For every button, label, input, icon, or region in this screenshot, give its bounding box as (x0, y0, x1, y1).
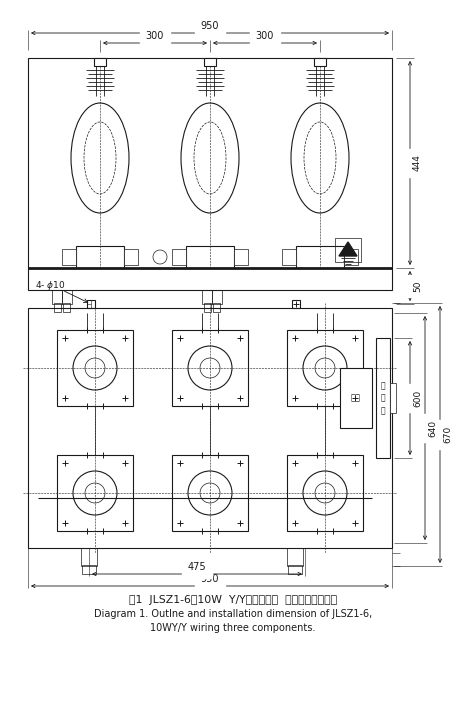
Bar (76, 246, 124, 268)
Ellipse shape (181, 103, 239, 213)
Bar (234, 249, 248, 265)
Circle shape (303, 471, 347, 515)
Bar (81, 548, 97, 566)
Bar (390, 383, 396, 413)
Text: 铭牌: 铭牌 (351, 394, 361, 403)
Bar (28, 308, 392, 548)
Circle shape (200, 483, 220, 503)
Circle shape (315, 483, 335, 503)
Bar (124, 249, 138, 265)
Bar (186, 246, 234, 268)
Bar (340, 368, 372, 428)
Text: 接
线
盒: 接 线 盒 (381, 381, 385, 415)
Text: 600: 600 (413, 389, 422, 406)
Bar (57, 330, 133, 406)
Bar (204, 303, 211, 312)
Bar (28, 58, 392, 290)
Bar (282, 249, 296, 265)
Circle shape (85, 483, 105, 503)
Circle shape (188, 471, 232, 515)
Bar (63, 303, 70, 312)
Bar (213, 303, 220, 312)
Bar (87, 300, 95, 308)
Ellipse shape (304, 122, 336, 194)
Text: 950: 950 (201, 21, 219, 31)
Ellipse shape (84, 122, 116, 194)
Bar (335, 238, 361, 262)
Bar (62, 290, 72, 304)
Polygon shape (339, 242, 357, 256)
Bar (202, 290, 212, 304)
Ellipse shape (194, 122, 226, 194)
Ellipse shape (291, 103, 349, 213)
Text: 4- $\phi$10: 4- $\phi$10 (35, 280, 66, 292)
Text: 475: 475 (188, 562, 206, 572)
Bar (82, 565, 96, 574)
Bar (292, 300, 300, 308)
Bar (172, 249, 186, 265)
Text: 图1  JLSZ1-6、10W  Y/Y接线三元件  外形及安装尺寸图: 图1 JLSZ1-6、10W Y/Y接线三元件 外形及安装尺寸图 (129, 595, 337, 605)
Text: 300: 300 (256, 31, 274, 41)
Bar (94, 58, 106, 66)
Text: 950: 950 (201, 574, 219, 584)
Circle shape (73, 346, 117, 390)
Bar (54, 303, 61, 312)
Bar (204, 58, 216, 66)
Bar (287, 548, 303, 566)
Text: 50: 50 (413, 280, 422, 292)
Bar (344, 249, 358, 265)
Bar (52, 290, 62, 304)
Bar (287, 455, 363, 531)
Text: Diagram 1. Outlne and installation dimension of JLSZ1-6,: Diagram 1. Outlne and installation dimen… (94, 609, 372, 619)
Bar (57, 455, 133, 531)
Circle shape (315, 358, 335, 378)
Ellipse shape (71, 103, 129, 213)
Text: 640: 640 (428, 419, 437, 437)
Text: 300: 300 (146, 31, 164, 41)
Bar (62, 249, 76, 265)
Bar (172, 330, 248, 406)
Bar (212, 290, 222, 304)
Text: 444: 444 (413, 154, 422, 171)
Bar (288, 565, 302, 574)
Circle shape (303, 346, 347, 390)
Bar (296, 246, 344, 268)
Bar (172, 455, 248, 531)
Bar (314, 58, 326, 66)
Text: 670: 670 (443, 426, 452, 443)
Circle shape (188, 346, 232, 390)
Bar (376, 338, 390, 458)
Text: 10WY/Y wiring three components.: 10WY/Y wiring three components. (150, 623, 316, 633)
Bar (287, 330, 363, 406)
Circle shape (200, 358, 220, 378)
Circle shape (73, 471, 117, 515)
Circle shape (85, 358, 105, 378)
